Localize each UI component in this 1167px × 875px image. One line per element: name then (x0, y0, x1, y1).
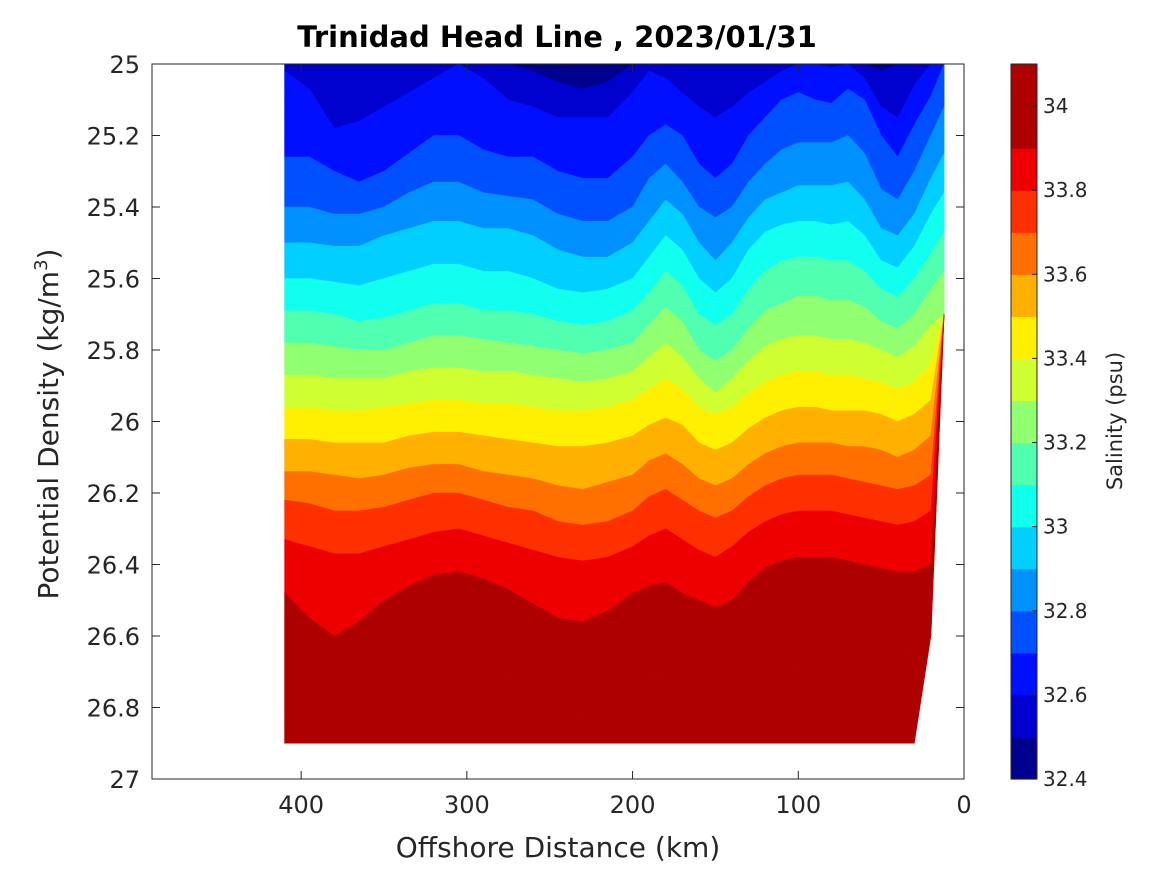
colorbar-swatch (1011, 484, 1037, 528)
y-tick-label: 26.6 (87, 623, 140, 651)
colorbar-swatch (1011, 736, 1037, 780)
colorbar-label: Salinity (psu) (1103, 352, 1127, 490)
y-axis-label: Potential Density (kg/m3) (31, 249, 65, 600)
colorbar-swatch (1011, 148, 1037, 191)
y-tick-label: 25.2 (87, 123, 140, 151)
y-tick-label: 25.6 (87, 266, 140, 294)
x-tick-label: 100 (775, 791, 821, 819)
colorbar-tick-label: 33.4 (1043, 346, 1088, 370)
colorbar: 32.4 32.6 32.8 33 33.2 33.4 33.6 33.8 34 (1010, 63, 1088, 791)
colorbar-swatch (1011, 232, 1037, 275)
x-axis-ticks: 400 300 200 100 0 (278, 64, 972, 819)
colorbar-swatch (1011, 400, 1037, 444)
colorbar-swatch (1011, 274, 1037, 317)
x-tick-label: 200 (610, 791, 656, 819)
salinity-contour-fill (284, 64, 945, 744)
y-axis-label-suffix: ) (32, 249, 65, 260)
x-tick-label: 400 (278, 791, 324, 819)
colorbar-swatch (1011, 610, 1037, 654)
colorbar-tick-label: 34 (1043, 94, 1068, 118)
colorbar-swatch (1011, 694, 1037, 738)
colorbar-swatch (1011, 190, 1037, 233)
colorbar-tick-label: 32.6 (1043, 683, 1088, 707)
colorbar-tick-label: 33.8 (1043, 178, 1088, 202)
colorbar-swatch (1011, 358, 1037, 402)
colorbar-tick-label: 33.6 (1043, 262, 1088, 286)
y-tick-label: 25.8 (87, 337, 140, 365)
y-tick-label: 26.4 (87, 552, 140, 580)
y-tick-label: 26 (109, 409, 140, 437)
x-axis-label: Offshore Distance (km) (396, 831, 721, 864)
y-tick-label: 27 (109, 766, 140, 794)
salinity-band (284, 314, 945, 744)
colorbar-swatch (1011, 64, 1037, 107)
y-axis-label-superscript: 3 (31, 259, 52, 270)
y-axis-ticks: 25 25.2 25.4 25.6 25.8 26 26.2 26.4 26.6 26.8 27 (87, 51, 964, 794)
chart-title: Trinidad Head Line , 2023/01/31 (297, 20, 817, 54)
y-tick-label: 25 (109, 51, 140, 79)
colorbar-swatch (1011, 316, 1037, 360)
colorbar-swatch (1011, 526, 1037, 570)
colorbar-swatch (1011, 442, 1037, 486)
colorbar-swatch (1011, 652, 1037, 696)
x-tick-label: 0 (956, 791, 971, 819)
colorbar-frame (1010, 63, 1038, 780)
colorbar-tick-label: 33.2 (1043, 431, 1088, 455)
colorbar-tick-label: 32.8 (1043, 599, 1088, 623)
y-axis-label-main: Potential Density (kg/m (32, 271, 65, 600)
colorbar-swatch (1011, 568, 1037, 612)
y-tick-label: 26.2 (87, 480, 140, 508)
x-tick-label: 300 (444, 791, 490, 819)
y-tick-label: 26.8 (87, 695, 140, 723)
colorbar-tick-label: 33 (1043, 515, 1068, 539)
colorbar-tick-label: 32.4 (1043, 767, 1088, 791)
colorbar-swatch (1011, 106, 1037, 149)
y-tick-label: 25.4 (87, 194, 140, 222)
